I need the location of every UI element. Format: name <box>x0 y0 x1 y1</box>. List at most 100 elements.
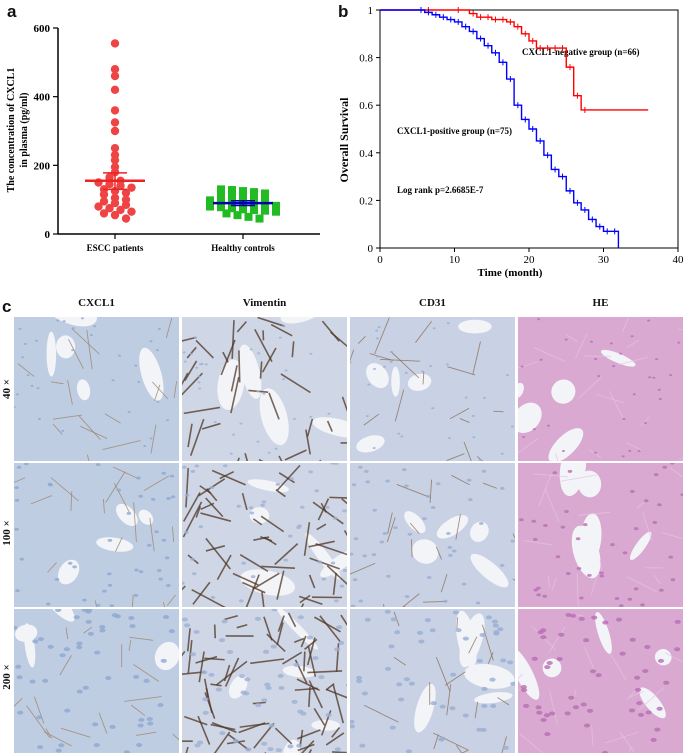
nucleus <box>358 465 363 469</box>
nucleus <box>138 570 144 574</box>
nucleus <box>47 644 54 649</box>
stroma-fiber <box>340 614 347 626</box>
x-tick-label: 0 <box>377 254 383 266</box>
nucleus <box>546 424 550 427</box>
stroma-fiber <box>182 336 197 342</box>
nucleus <box>375 329 379 332</box>
nucleus <box>95 603 101 607</box>
lumen-space <box>312 417 347 438</box>
nucleus <box>18 327 22 330</box>
nucleus <box>568 695 575 700</box>
stroma-fiber <box>112 466 139 480</box>
ihc-image-he-100x <box>518 463 683 607</box>
nucleus <box>401 468 407 472</box>
x-tick-label: 10 <box>449 254 461 266</box>
panel-c-label: c <box>2 297 12 316</box>
stroma-fiber <box>463 441 472 461</box>
data-point <box>239 187 247 196</box>
stroma-fiber <box>59 655 72 676</box>
stroma-fiber <box>576 376 603 400</box>
stroma-fiber <box>47 562 57 573</box>
nucleus <box>362 554 367 558</box>
nucleus <box>143 445 147 448</box>
nucleus <box>109 604 115 607</box>
nucleus <box>261 500 267 504</box>
nucleus <box>117 354 121 357</box>
stroma-fiber <box>232 572 259 586</box>
nucleus <box>589 340 593 343</box>
nucleus <box>226 649 234 654</box>
data-point <box>217 197 225 206</box>
nucleus <box>239 599 244 603</box>
stroma-fiber <box>332 572 337 595</box>
nucleus <box>56 319 60 322</box>
data-point <box>110 162 120 172</box>
nucleus <box>67 561 73 565</box>
stroma-fiber <box>299 729 304 747</box>
nucleus <box>76 641 83 646</box>
nucleus <box>521 688 528 693</box>
stroma-fiber <box>459 418 470 424</box>
nucleus <box>490 704 497 709</box>
x-tick-label: Healthy controls <box>211 243 275 253</box>
nucleus <box>342 509 347 513</box>
nucleus <box>107 583 113 587</box>
stroma-fiber <box>210 683 222 687</box>
nucleus <box>267 451 271 454</box>
nucleus <box>371 553 377 557</box>
stroma-fiber <box>629 691 645 698</box>
nucleus <box>21 356 25 359</box>
lumen-space <box>411 539 439 564</box>
data-point <box>94 202 103 211</box>
nucleus <box>393 526 398 530</box>
nucleus <box>619 352 623 355</box>
stroma-fiber <box>284 449 307 461</box>
nucleus <box>158 577 163 581</box>
nucleus <box>15 589 20 593</box>
stroma-fiber <box>315 542 347 556</box>
nucleus <box>309 415 313 418</box>
stroma-fiber <box>274 727 293 745</box>
nucleus <box>580 702 587 707</box>
stroma-fiber <box>115 537 123 552</box>
nucleus <box>523 703 530 708</box>
nucleus <box>540 635 547 640</box>
nucleus <box>375 337 379 340</box>
nucleus <box>407 532 413 536</box>
lumen-space <box>366 363 389 389</box>
stroma-fiber <box>252 572 280 590</box>
nucleus <box>462 713 469 718</box>
nucleus <box>594 358 598 361</box>
nucleus <box>386 574 391 578</box>
nucleus <box>127 411 131 414</box>
nucleus <box>612 364 616 367</box>
stroma-fiber <box>98 712 108 734</box>
stroma-fiber <box>200 512 232 522</box>
nucleus <box>652 376 656 379</box>
nucleus <box>339 584 345 588</box>
nucleus <box>350 604 356 607</box>
stroma-fiber <box>252 518 263 526</box>
nucleus <box>109 724 116 729</box>
stroma-fiber <box>291 341 295 358</box>
nucleus <box>213 420 217 423</box>
nucleus <box>364 469 369 473</box>
nucleus <box>510 681 515 686</box>
stroma-fiber <box>60 727 91 738</box>
nucleus <box>300 711 307 716</box>
stroma-fiber <box>300 603 305 607</box>
stroma-fiber <box>182 372 189 386</box>
stroma-fiber <box>185 468 190 508</box>
nucleus <box>184 623 191 628</box>
stroma-fiber <box>363 413 380 426</box>
column-label-cd31: CD31 <box>419 297 446 309</box>
nucleus <box>405 749 413 753</box>
nucleus <box>29 679 36 684</box>
nucleus <box>390 617 397 622</box>
tissue-background <box>14 609 179 753</box>
stroma-fiber <box>306 418 314 437</box>
lumen-space <box>629 531 652 561</box>
nucleus <box>656 706 663 711</box>
lumen-space <box>116 503 138 526</box>
nucleus <box>565 612 572 617</box>
